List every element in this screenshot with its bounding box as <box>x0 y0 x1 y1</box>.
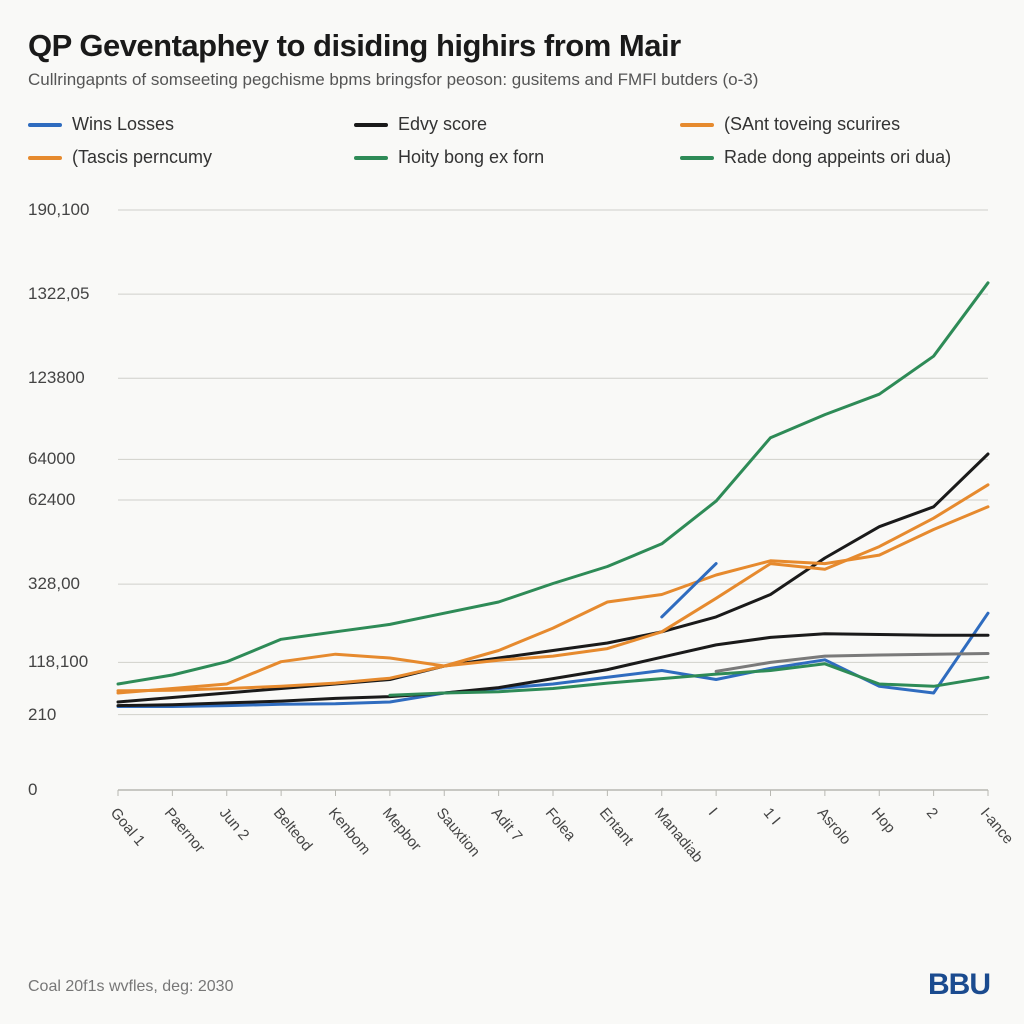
legend-item: Hoity bong ex forn <box>354 147 670 168</box>
x-tick-label: I-ance <box>977 805 1017 848</box>
legend-item: (Tascis perncumy <box>28 147 344 168</box>
x-tick-label: Entant <box>596 805 637 849</box>
x-tick-label: Folea <box>542 805 579 845</box>
chart-title: QP Geventaphey to disiding highirs from … <box>28 28 996 64</box>
legend-swatch <box>680 123 714 127</box>
y-tick-label: 328,00 <box>28 574 80 594</box>
series-black-lower <box>118 634 988 706</box>
y-tick-label: 1322,05 <box>28 284 89 304</box>
chart-area: 190,100 1322,05 123800 64000 62400 328,00 118,… <box>28 186 996 906</box>
legend-swatch <box>680 156 714 160</box>
legend-swatch <box>28 156 62 160</box>
legend-item: Edvy score <box>354 114 670 135</box>
series-orange-alt <box>118 485 988 691</box>
legend-item: Wins Losses <box>28 114 344 135</box>
legend-label: Wins Losses <box>72 114 174 135</box>
legend-label: Rade dong appeints ori dua) <box>724 147 951 168</box>
legend-item: (SAnt toveing scurires <box>680 114 996 135</box>
series-orange-main <box>118 507 988 693</box>
source-footer: Coal 20f1s wvfles, deg: 2030 <box>28 978 233 996</box>
legend-swatch <box>354 156 388 160</box>
y-tick-label: 64000 <box>28 449 75 469</box>
y-tick-label: 118,100 <box>28 652 88 672</box>
x-axis-labels: Goal 1 PaernorJun 2 BelteodKenbomMepborSau… <box>28 800 996 900</box>
legend-item: Rade dong appeints ori dua) <box>680 147 996 168</box>
legend-label: Hoity bong ex forn <box>398 147 544 168</box>
x-tick-label: Mepbor <box>379 805 425 855</box>
x-tick-label: Kenbom <box>324 805 373 859</box>
legend: Wins Losses Edvy score (SAnt toveing scuri… <box>28 114 996 168</box>
x-tick-label: Adit 7 <box>487 805 525 845</box>
series-black-main <box>118 454 988 702</box>
chart-page: QP Geventaphey to disiding highirs from … <box>0 0 1024 1024</box>
legend-swatch <box>28 123 62 127</box>
y-tick-label: 190,100 <box>28 200 89 220</box>
y-tick-label: 123800 <box>28 368 85 388</box>
x-tick-label: 2 <box>922 805 940 822</box>
x-tick-label: Hop <box>868 805 899 837</box>
x-tick-label: 1 I <box>759 805 783 829</box>
legend-label: (Tascis perncumy <box>72 147 212 168</box>
legend-swatch <box>354 123 388 127</box>
y-tick-label: 0 <box>28 780 37 800</box>
x-tick-label: Goal 1 <box>107 805 148 850</box>
line-chart-svg <box>28 186 996 900</box>
x-tick-label: Manadiab <box>651 805 706 866</box>
brand-logo: BBU <box>928 968 990 1002</box>
y-tick-label: 62400 <box>28 490 75 510</box>
x-tick-label: Sauxtion <box>433 805 484 861</box>
y-tick-label: 210 <box>28 705 56 725</box>
x-tick-label: Asrolo <box>814 805 854 849</box>
chart-subtitle: Cullringapnts of somseeting pegchisme bp… <box>28 70 996 90</box>
x-tick-label: Jun 2 <box>216 805 253 844</box>
legend-label: Edvy score <box>398 114 487 135</box>
x-tick-label: Belteod <box>270 805 316 855</box>
x-tick-label: I <box>705 805 721 819</box>
series-green-main <box>118 283 988 684</box>
x-tick-label: Paernor <box>161 805 208 857</box>
legend-label: (SAnt toveing scurires <box>724 114 900 135</box>
